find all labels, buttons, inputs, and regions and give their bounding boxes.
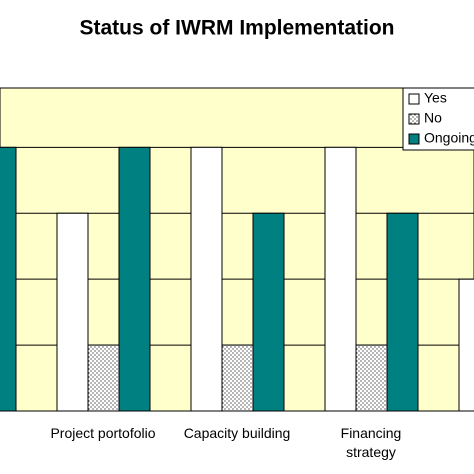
bar: [324, 146, 357, 412]
x-tick-label: Capacity building: [183, 425, 291, 441]
bar: [458, 278, 474, 412]
legend-swatch: [408, 133, 420, 145]
bar: [56, 212, 89, 412]
legend-swatch: [408, 113, 420, 125]
bar: [355, 344, 388, 412]
bar: [190, 146, 223, 412]
legend-label: Ongoing: [424, 130, 474, 146]
bar: [87, 344, 120, 412]
x-tick-label: Financing strategy: [340, 425, 402, 460]
chart-title: Status of IWRM Implementation: [80, 17, 395, 40]
bar: [221, 344, 254, 412]
bar: [118, 146, 151, 412]
bar: [386, 212, 419, 412]
legend-swatch: [408, 93, 420, 105]
x-tick-label: Project portofolio: [50, 425, 156, 441]
legend-label: No: [424, 110, 442, 126]
bar: [252, 212, 285, 412]
legend-label: Yes: [424, 90, 447, 106]
x-tick-label: imp: [435, 424, 474, 443]
bar: [0, 146, 17, 412]
